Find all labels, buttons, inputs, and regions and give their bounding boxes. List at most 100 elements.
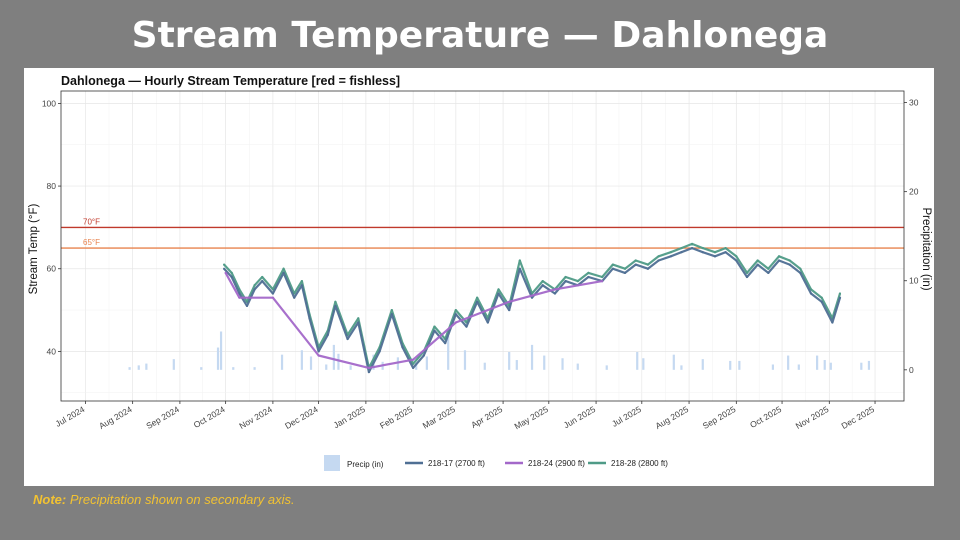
precip-bar <box>349 365 352 370</box>
series-point <box>680 251 683 254</box>
series-point <box>541 284 544 287</box>
precip-bar <box>463 350 467 370</box>
series-point <box>680 246 683 250</box>
y-axis-label: Stream Temp (°F) <box>28 204 40 295</box>
precip-bar <box>823 360 826 370</box>
slide-title: Stream Temperature — Dahlonega <box>131 15 829 56</box>
series-point <box>809 292 813 295</box>
series-point <box>587 271 590 274</box>
series-point <box>238 292 241 295</box>
series-point <box>611 267 614 270</box>
series-point <box>433 325 436 328</box>
legend-label: 218-28 (2800 ft) <box>611 459 668 468</box>
precip-bar <box>576 363 579 370</box>
series-point <box>564 275 567 279</box>
precip-bar <box>128 367 131 370</box>
series-point <box>691 246 694 250</box>
series-point <box>788 263 791 266</box>
series-point <box>293 296 296 299</box>
series-point <box>261 275 264 279</box>
precip-bar <box>642 358 645 370</box>
series-point <box>745 275 749 279</box>
legend-label: 218-24 (2900 ft) <box>528 459 585 468</box>
threshold-label: 70°F <box>83 217 100 226</box>
series-point <box>245 304 249 308</box>
series-point <box>809 288 813 291</box>
precip-bar <box>325 364 328 370</box>
precip-bar <box>701 359 704 370</box>
legend-swatch-precip <box>324 455 340 471</box>
y2-tick-label: 0 <box>909 365 914 375</box>
precip-bar <box>232 367 235 370</box>
series-point <box>634 259 637 262</box>
series-point <box>476 300 479 303</box>
series-point <box>308 317 311 320</box>
footnote: Note: Precipitation shown on secondary a… <box>33 492 295 507</box>
precip-bar <box>771 364 775 370</box>
series-point <box>553 288 557 291</box>
series-point <box>253 284 256 287</box>
series-point <box>623 271 627 274</box>
precip-bar <box>280 354 284 370</box>
series-point <box>767 271 770 274</box>
y2-tick-label: 10 <box>909 276 919 286</box>
series-point <box>601 280 604 283</box>
precip-bar <box>219 331 223 370</box>
y-tick-label: 100 <box>42 98 56 108</box>
series-point <box>777 259 781 262</box>
series-point <box>271 288 274 291</box>
series-point <box>465 325 468 328</box>
series-point <box>454 321 457 324</box>
series-point <box>497 288 500 291</box>
series-point <box>820 300 823 303</box>
series-point <box>735 259 738 262</box>
series-point <box>334 304 337 308</box>
series-point <box>553 292 557 295</box>
series-point <box>756 259 759 262</box>
precip-bar <box>797 364 800 370</box>
series-point <box>334 300 337 303</box>
y-tick-label: 80 <box>47 181 57 191</box>
note-label: Note: <box>33 492 67 507</box>
threshold-label: 65°F <box>83 238 100 247</box>
series-point <box>422 354 425 357</box>
series-point <box>223 267 226 270</box>
y2-tick-label: 30 <box>909 98 919 108</box>
series-point <box>623 267 627 270</box>
legend: Precip (in) 218-17 (2700 ft) 218-24 (2900 … <box>324 455 668 471</box>
series-point <box>756 263 759 266</box>
series-point <box>317 350 320 353</box>
plot-frame <box>60 90 905 402</box>
series-point <box>701 251 704 254</box>
series-point <box>820 296 823 299</box>
series-point <box>669 255 672 258</box>
series-point <box>735 255 738 258</box>
series-point <box>412 358 415 361</box>
series-point <box>838 296 842 299</box>
chart-title: Dahlonega — Hourly Stream Temperature [r… <box>61 74 400 88</box>
series-point <box>508 300 511 303</box>
precip-bar <box>337 353 340 370</box>
series-point <box>282 267 285 270</box>
series-line <box>224 272 603 369</box>
temperature-series <box>223 242 842 374</box>
precip-bar <box>672 354 675 370</box>
precip-bar <box>415 362 418 370</box>
series-point <box>401 346 404 349</box>
series-point <box>788 259 791 262</box>
series-point <box>224 271 227 274</box>
series-point <box>433 329 436 332</box>
chart-panel: Dahlonega — Hourly Stream Temperature [r… <box>24 68 934 486</box>
precip-bar <box>829 362 832 370</box>
precip-bar <box>216 347 220 370</box>
series-point <box>518 259 521 262</box>
precip-bar <box>300 350 303 370</box>
series-point <box>367 366 371 370</box>
precip-bar <box>447 335 450 370</box>
precip-bar <box>787 355 790 370</box>
series-point <box>601 275 604 279</box>
precip-bar <box>729 360 732 370</box>
series-point <box>541 280 544 283</box>
precip-bar <box>309 356 313 370</box>
series-point <box>713 255 717 258</box>
